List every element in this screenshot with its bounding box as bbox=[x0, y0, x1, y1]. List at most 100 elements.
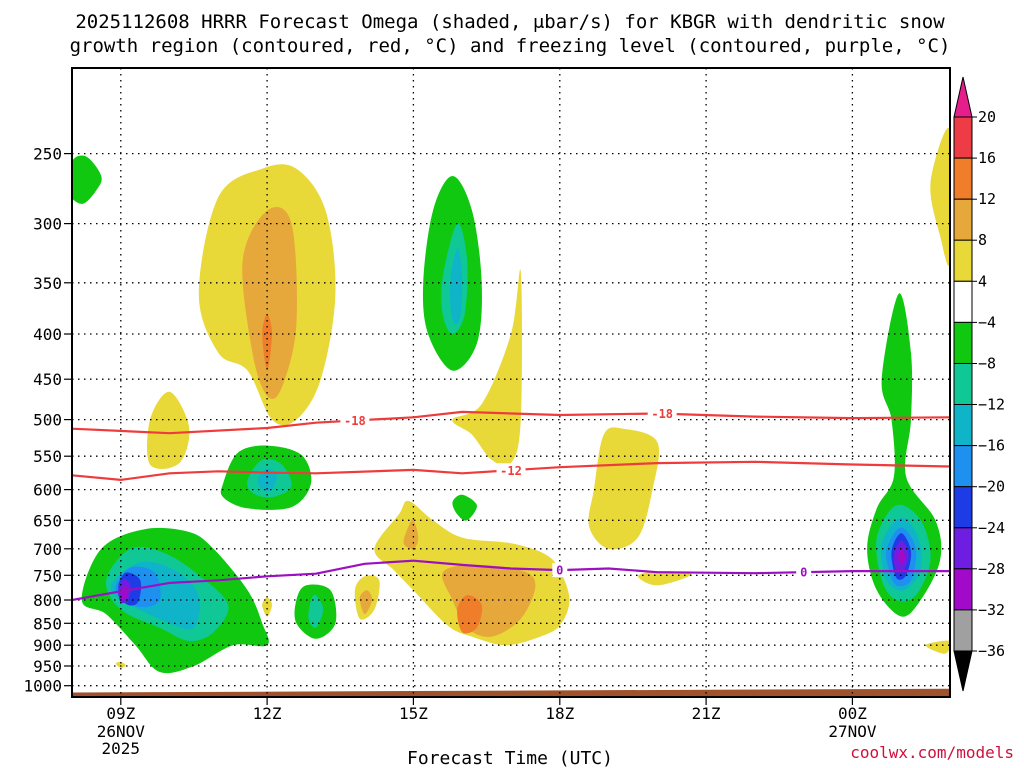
y-tick-label-800: 800 bbox=[33, 591, 62, 610]
colorbar-swatch-4 bbox=[953, 280, 973, 323]
y-tick-label-250: 250 bbox=[33, 145, 62, 164]
x-tick-date-00Z: 27NOV bbox=[828, 722, 877, 741]
y-tick-label-900: 900 bbox=[33, 636, 62, 655]
colorbar-label-1: 16 bbox=[978, 149, 996, 167]
colorbar-label-8: −16 bbox=[978, 437, 1005, 455]
colorbar-label-5: −4 bbox=[978, 313, 996, 331]
y-tick-label-950: 950 bbox=[33, 657, 62, 676]
x-tick-label-12Z: 12Z bbox=[253, 704, 282, 723]
colorbar-swatch-6 bbox=[953, 363, 973, 406]
x-axis-label: Forecast Time (UTC) bbox=[407, 748, 613, 768]
colorbar-swatch-7 bbox=[953, 404, 973, 447]
omega-region-14 bbox=[930, 127, 950, 266]
omega-region-5 bbox=[588, 427, 660, 550]
colorbar-swatch-0 bbox=[953, 116, 973, 159]
x-tick-year-09Z: 2025 bbox=[102, 739, 141, 758]
grid-lines bbox=[72, 68, 950, 697]
colorbar-top-arrow bbox=[953, 76, 973, 118]
omega-shaded-regions bbox=[72, 127, 950, 674]
colorbar-swatch-10 bbox=[953, 527, 973, 570]
y-tick-label-450: 450 bbox=[33, 370, 62, 389]
terrain-surface bbox=[72, 688, 950, 697]
omega-region-15 bbox=[925, 640, 950, 654]
y-tick-label-750: 750 bbox=[33, 566, 62, 585]
y-tick-label-850: 850 bbox=[33, 614, 62, 633]
contour-label-0-1: -18 bbox=[651, 407, 673, 421]
colorbar-swatch-2 bbox=[953, 198, 973, 241]
y-tick-label-600: 600 bbox=[33, 481, 62, 500]
colorbar-label-13: −36 bbox=[978, 642, 1005, 660]
contour-label-2-0: 0 bbox=[556, 564, 563, 578]
y-axis-ticks: 250 300 350 400 450 500 550 600 650 700 750 800 850 9… bbox=[23, 145, 72, 696]
omega-region-12 bbox=[262, 597, 272, 617]
colorbar-label-6: −8 bbox=[978, 355, 996, 373]
contour-label-bg-0-0 bbox=[340, 413, 370, 428]
y-tick-label-300: 300 bbox=[33, 215, 62, 234]
omega-region-2 bbox=[262, 314, 272, 371]
colorbar-swatch-3 bbox=[953, 239, 973, 282]
y-tick-label-400: 400 bbox=[33, 325, 62, 344]
contour-line-0 bbox=[72, 559, 950, 602]
contour-label-bg-0-1 bbox=[647, 406, 677, 421]
chart-title: 2025112608 HRRR Forecast Omega (shaded, … bbox=[70, 11, 951, 57]
omega-region-13 bbox=[637, 571, 692, 586]
colorbar-swatch-9 bbox=[953, 486, 973, 529]
omega-region-16 bbox=[115, 661, 126, 669]
plot-frame bbox=[71, 67, 951, 698]
credit-link[interactable]: coolwx.com/models bbox=[850, 743, 1014, 762]
y-tick-label-550: 550 bbox=[33, 447, 62, 466]
omega-region-29 bbox=[449, 248, 463, 325]
contour-label-1-0: -12 bbox=[500, 464, 522, 478]
contour-label-bg-2-1 bbox=[796, 565, 812, 580]
omega-region-3 bbox=[146, 391, 190, 469]
temperature-contours: -18 -18 -12 0 0 bbox=[72, 406, 950, 602]
colorbar-label-3: 8 bbox=[978, 231, 987, 249]
colorbar-label-4: 4 bbox=[978, 272, 987, 290]
colorbar-swatch-1 bbox=[953, 157, 973, 200]
colorbar-label-12: −32 bbox=[978, 601, 1005, 619]
colorbar-swatch-8 bbox=[953, 445, 973, 488]
omega-region-30 bbox=[452, 494, 477, 521]
y-tick-label-500: 500 bbox=[33, 411, 62, 430]
omega-region-11 bbox=[359, 590, 373, 615]
colorbar-swatch-12 bbox=[953, 609, 973, 652]
colorbar-label-11: −28 bbox=[978, 560, 1005, 578]
contour-line--12 bbox=[72, 460, 950, 481]
colorbar-swatch-11 bbox=[953, 568, 973, 611]
y-tick-label-700: 700 bbox=[33, 540, 62, 559]
contour-label-bg-2-0 bbox=[552, 563, 568, 578]
omega-region-4 bbox=[452, 269, 522, 467]
colorbar-legend: 20 16 12 8 4 −4 −8 −12 −16 −20 −24 −28 −32 −36 bbox=[953, 76, 1005, 692]
contour-label-bg-1-0 bbox=[496, 463, 526, 478]
colorbar-label-2: 12 bbox=[978, 190, 996, 208]
omega-region-23 bbox=[121, 585, 129, 601]
omega-region-1 bbox=[242, 207, 297, 400]
omega-region-31 bbox=[72, 155, 102, 204]
colorbar-swatch-5 bbox=[953, 321, 973, 364]
omega-region-26 bbox=[257, 468, 278, 492]
y-tick-label-350: 350 bbox=[33, 274, 62, 293]
colorbar-label-10: −24 bbox=[978, 519, 1005, 537]
omega-region-33 bbox=[308, 594, 324, 629]
terrain-fill bbox=[72, 688, 950, 697]
omega-region-9 bbox=[403, 519, 419, 549]
x-tick-label-18Z: 18Z bbox=[545, 704, 574, 723]
contour-label-2-1: 0 bbox=[800, 566, 807, 580]
chart-title-line-1: 2025112608 HRRR Forecast Omega (shaded, … bbox=[75, 11, 945, 33]
y-tick-label-650: 650 bbox=[33, 511, 62, 530]
chart-title-line-2: growth region (contoured, red, °C) and f… bbox=[70, 35, 951, 57]
x-tick-date-09Z: 26NOV bbox=[97, 722, 146, 741]
colorbar-bottom-arrow bbox=[953, 650, 973, 692]
contour-label-0-0: -18 bbox=[344, 414, 366, 428]
colorbar-label-7: −12 bbox=[978, 396, 1005, 414]
colorbar-label-0: 20 bbox=[978, 108, 996, 126]
x-tick-label-09Z: 09Z bbox=[106, 704, 135, 723]
omega-region-40 bbox=[897, 547, 906, 565]
y-tick-label-1000: 1000 bbox=[23, 677, 62, 696]
contour-line--18 bbox=[72, 410, 950, 435]
x-tick-label-21Z: 21Z bbox=[692, 704, 721, 723]
x-tick-label-00Z: 00Z bbox=[838, 704, 867, 723]
colorbar-label-9: −20 bbox=[978, 478, 1005, 496]
